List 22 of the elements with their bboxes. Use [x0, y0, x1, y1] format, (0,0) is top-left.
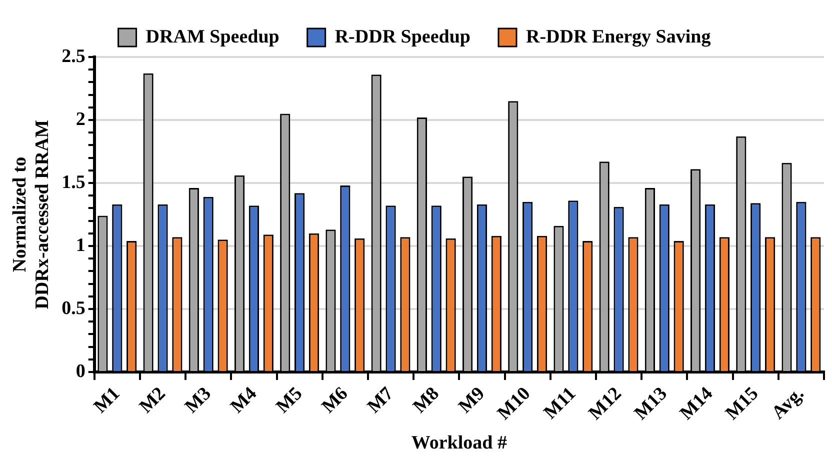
x-tick-label: M8: [409, 383, 444, 418]
x-tick-label: M3: [181, 383, 216, 418]
x-tick-label: M7: [364, 382, 398, 418]
y-tick-label: 0.5: [62, 298, 86, 319]
legend-label: DRAM Speedup: [146, 26, 280, 48]
x-tick-label: Avg.: [768, 383, 808, 424]
x-tick-label: M11: [540, 383, 580, 424]
y-tick-label: 2: [76, 108, 86, 130]
x-tick-label: M2: [136, 383, 170, 418]
y-tick-label: 2.5: [62, 46, 86, 67]
y-tick-label: 1.5: [62, 172, 86, 193]
legend-label: R-DDR Speedup: [334, 26, 470, 48]
y-tick-label: 1: [76, 234, 86, 256]
y-tick-label: 0: [76, 360, 86, 382]
x-tick-label: M9: [454, 383, 489, 418]
x-tick-label: M5: [272, 383, 307, 418]
y-axis-title: Normalized to DDRx-accessed RRAM: [9, 120, 54, 310]
x-tick-label: M6: [318, 383, 352, 418]
x-tick-label: M1: [90, 383, 124, 418]
x-axis-title: Workload #: [411, 432, 508, 454]
legend-label: R-DDR Energy Saving: [526, 26, 712, 48]
x-tick-label: M4: [226, 382, 262, 418]
